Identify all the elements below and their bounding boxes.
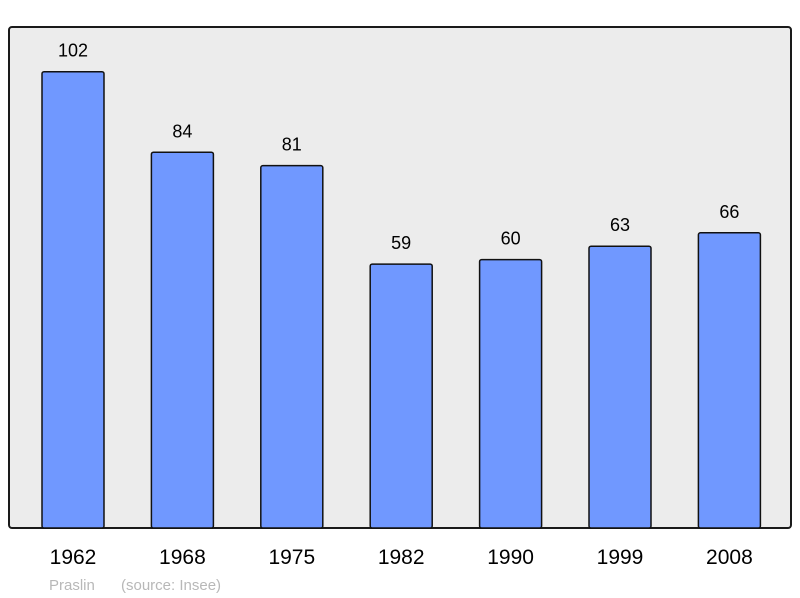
caption-source: (source: Insee) [121, 577, 221, 594]
x-tick-label-1962: 1962 [50, 546, 97, 569]
data-labels-group: 102 84 81 59 60 63 66 [58, 41, 739, 253]
bar-1999 [588, 245, 652, 529]
bar-1962 [41, 70, 105, 529]
x-tick-label-1999: 1999 [597, 546, 644, 569]
bar-1990 [478, 258, 543, 529]
caption-place: Praslin [49, 577, 95, 594]
x-tick-label-1968: 1968 [159, 546, 206, 569]
x-tick-label-1975: 1975 [268, 546, 315, 569]
x-tick-label-1990: 1990 [487, 546, 534, 569]
data-label-1982: 59 [391, 233, 411, 253]
x-tick-labels-group: 1962 1968 1975 1982 1990 1999 2008 [50, 546, 753, 569]
bar-1982 [369, 263, 433, 529]
data-label-1962: 102 [58, 41, 88, 61]
bars-group [41, 70, 762, 529]
bar-1975 [260, 164, 324, 529]
bar-1968 [150, 151, 215, 529]
x-tick-label-1982: 1982 [378, 546, 425, 569]
x-tick-label-2008: 2008 [706, 546, 753, 569]
data-label-1975: 81 [282, 135, 302, 155]
bar-2008 [697, 232, 762, 529]
data-label-1999: 63 [610, 215, 630, 235]
data-label-1968: 84 [172, 121, 192, 141]
data-label-2008: 66 [719, 202, 739, 222]
data-label-1990: 60 [501, 229, 521, 249]
